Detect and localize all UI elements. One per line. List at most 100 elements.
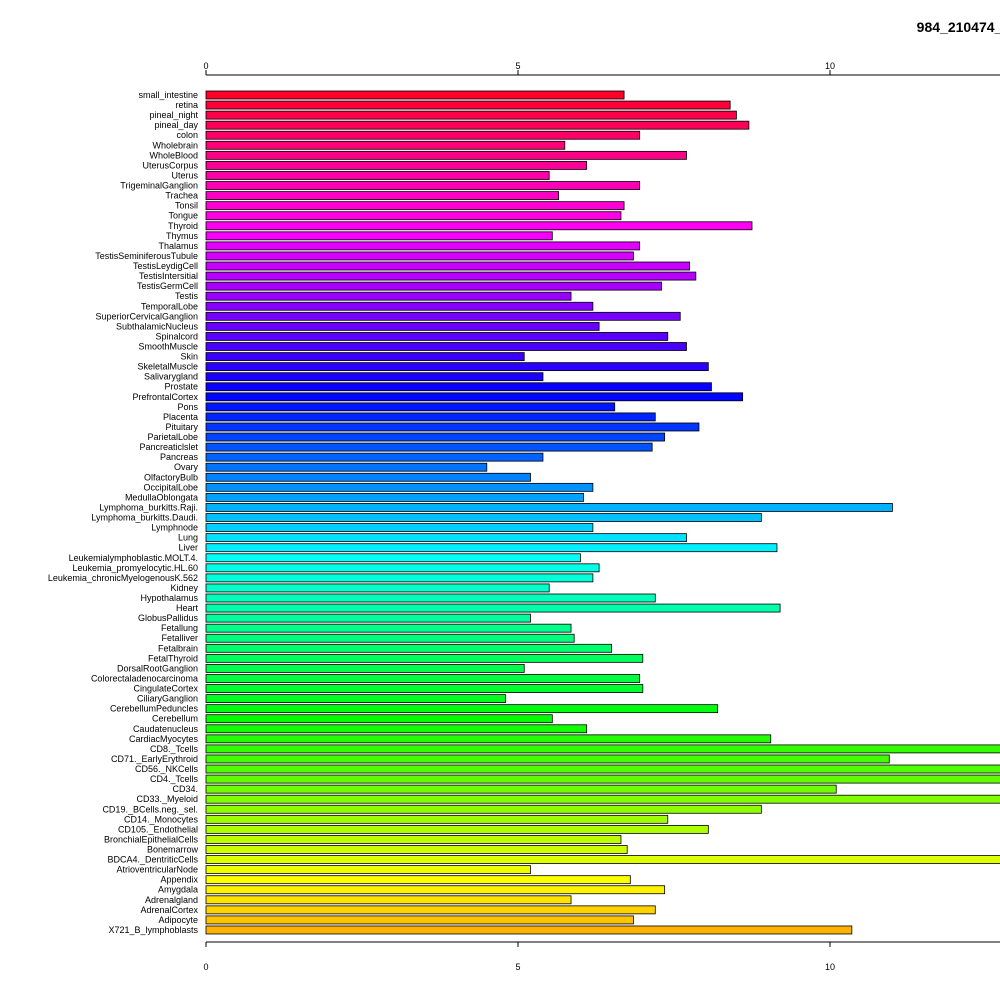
category-label: TrigeminalGanglion [120,181,198,191]
category-label: CD56._NKCells [135,764,199,774]
bar [205,925,853,935]
bar [205,271,697,281]
bar [205,824,709,834]
category-label: Prostate [164,382,198,392]
category-label: Kidney [170,583,198,593]
category-label: MedullaOblongata [125,492,198,502]
bar [205,674,641,683]
bar [205,573,594,583]
category-label: CD14._Monocytes [124,814,199,824]
category-label: TestisLeydigCell [133,261,198,271]
bar [205,402,616,412]
category-label: Spinalcord [155,331,198,341]
category-label: Testis [175,291,199,301]
bar [205,422,700,432]
bar [205,462,488,472]
bar [205,161,588,170]
bar [205,472,531,482]
category-label: CD4._Tcells [150,774,199,784]
bar [205,774,1000,784]
bar [205,342,687,351]
bar [205,915,634,925]
category-label: CD19._BCells.neg._sel. [102,804,198,814]
category-label: TestisSeminiferousTubule [95,251,198,261]
bar [205,513,762,522]
top-axis: 05101520 [203,61,1000,76]
bar [205,221,753,231]
category-label: BronchialEpithelialCells [104,834,199,844]
category-label: Appendix [160,875,198,885]
bar [205,905,656,915]
category-label: Colorectaladenocarcinoma [91,673,198,683]
bar [205,643,613,653]
bar [205,835,622,844]
category-label: Lung [178,533,198,543]
bar [205,583,550,593]
category-label: PrefrontalCortex [132,392,198,402]
bar [205,130,641,140]
bar [205,613,531,623]
category-label: Caudatenucleus [133,724,199,734]
category-label: CD34. [172,784,198,794]
category-label: Skin [180,352,198,362]
category-label: Tongue [168,211,198,221]
bar [205,744,1000,754]
category-label: Adrenalgland [145,895,198,905]
bar [205,734,772,744]
category-label: Pituitary [165,422,198,432]
category-label: Trachea [165,191,198,201]
bar [205,251,634,261]
category-label: BDCA4._DentriticCells [107,855,198,865]
category-label: SubthalamicNucleus [116,321,199,331]
category-label: small_intestine [138,90,198,100]
category-label: Lymphnode [151,523,198,533]
bar [205,845,628,854]
bar [205,482,594,492]
bar [205,90,625,100]
bar [205,814,669,824]
bars-group [205,90,1000,935]
category-label: Tonsil [175,201,198,211]
category-label: Cerebellum [152,714,198,724]
category-label: Fetallung [161,623,198,633]
bar [205,603,781,613]
category-label: TemporalLobe [141,301,198,311]
category-label: GlobusPallidus [138,613,199,623]
category-label: Liver [178,543,198,553]
bar [205,150,687,160]
category-label: CD71._EarlyErythroid [111,754,198,764]
top-axis-tick-label: 10 [825,61,835,71]
category-label: Salivarygland [144,372,198,382]
chart-title: 984_210474_s_at [916,19,1000,35]
bar [205,563,600,573]
top-axis-tick-label: 5 [515,61,520,71]
bar [205,181,641,190]
category-label: Thalamus [158,241,198,251]
category-label: Pancreas [160,452,199,462]
bar [205,492,584,502]
category-label: Uterus [171,170,198,180]
category-label: Heart [176,603,199,613]
category-label: Pons [177,402,198,412]
bottom-axis-tick-label: 5 [515,962,520,972]
category-label: Bonemarrow [147,845,199,855]
category-label: Placenta [163,412,198,422]
bar [205,865,531,875]
bottom-axis-tick-label: 0 [203,962,208,972]
bar [205,412,656,422]
bar [205,452,544,462]
bar [205,553,581,563]
bar [205,311,681,321]
category-label: AdrenalCortex [140,905,198,915]
bar [205,714,553,724]
category-label: CD33._Myeloid [136,794,198,804]
bar [205,704,719,714]
category-label: Leukemialymphoblastic.MOLT.4. [69,553,198,563]
bar [205,392,744,402]
bar [205,895,572,905]
category-label: CerebellumPeduncles [110,704,199,714]
bar [205,321,600,331]
top-axis-tick-label: 0 [203,61,208,71]
category-label: Amygdala [158,885,198,895]
category-label: Wholebrain [152,140,198,150]
